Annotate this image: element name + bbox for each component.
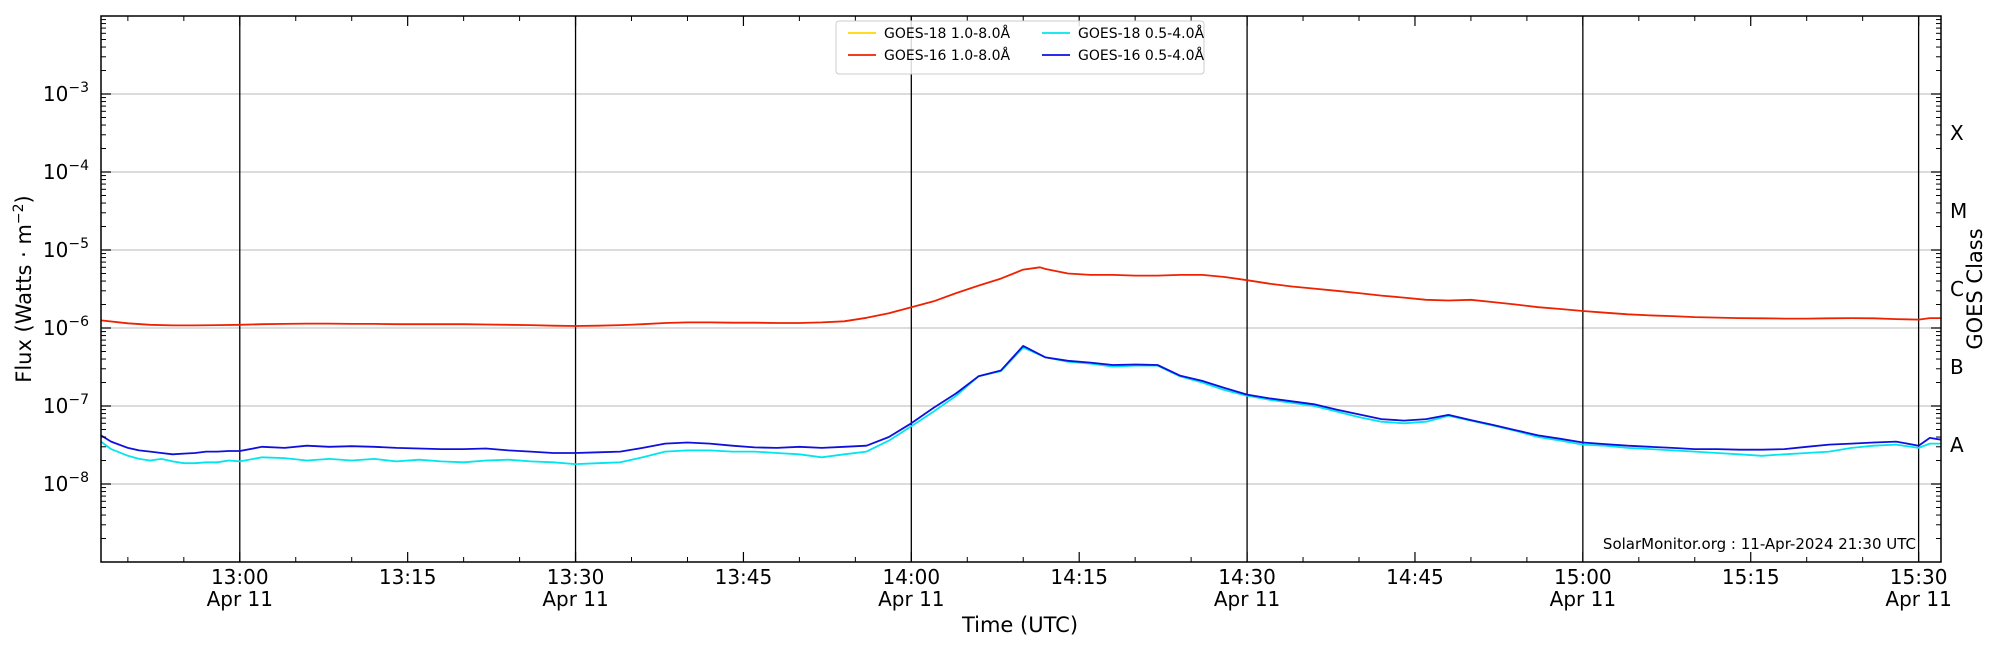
goes-class-label: X	[1950, 121, 1964, 145]
legend-label: GOES-16 1.0-8.0Å	[884, 47, 1010, 64]
y-tick-label: 10−3	[43, 80, 89, 106]
legend: GOES-18 1.0-8.0Å GOES-16 1.0-8.0Å GOES-18 …	[835, 20, 1205, 75]
legend-label: GOES-18 1.0-8.0Å	[884, 25, 1010, 42]
x-tick-time-label: 14:30	[1218, 565, 1276, 589]
x-tick-date-label: Apr 11	[1550, 587, 1616, 611]
goes-class-axis-title: GOES Class	[1963, 228, 1987, 349]
legend-label: GOES-16 0.5-4.0Å	[1078, 47, 1204, 64]
x-tick-date-label: Apr 11	[1214, 587, 1280, 611]
y-tick-label: 10−4	[43, 158, 89, 184]
y-axis-title: Flux (Watts · m−2)	[11, 195, 36, 383]
y-axis-ticks: 10−810−710−610−510−410−3	[43, 19, 1941, 540]
x-tick-time-label: 14:00	[882, 565, 940, 589]
x-tick-date-label: Apr 11	[878, 587, 944, 611]
x-tick-date-label: Apr 11	[542, 587, 608, 611]
goes-class-label: C	[1950, 277, 1964, 301]
source-annotation: SolarMonitor.org : 11-Apr-2024 21:30 UTC	[1603, 535, 1916, 553]
series-line	[100, 266, 1941, 327]
y-axis-title-close: )	[12, 195, 36, 203]
y-tick-label: 10−5	[43, 236, 89, 262]
y-axis-title-exponent: −2	[11, 203, 27, 224]
y-tick-label: 10−8	[43, 470, 89, 496]
x-tick-time-label: 15:30	[1890, 565, 1948, 589]
y-tick-base: 10	[43, 472, 68, 496]
series-layer	[100, 266, 1942, 466]
goes-class-label: M	[1950, 199, 1967, 223]
y-tick-exponent: −3	[68, 80, 89, 96]
grid-layer	[101, 93, 1941, 485]
time-marker-lines	[239, 16, 1920, 562]
x-tick-time-label: 13:45	[715, 565, 773, 589]
legend-label: GOES-18 0.5-4.0Å	[1078, 25, 1204, 42]
y-tick-base: 10	[43, 316, 68, 340]
goes-class-label: B	[1950, 355, 1964, 379]
x-tick-date-label: Apr 11	[1885, 587, 1951, 611]
y-axis-title-main: Flux (Watts · m	[12, 224, 36, 383]
y-tick-base: 10	[43, 160, 68, 184]
y-tick-exponent: −6	[68, 314, 89, 330]
y-tick-base: 10	[43, 394, 68, 418]
series-line	[100, 346, 1941, 466]
y-tick-base: 10	[43, 238, 68, 262]
x-axis-title: Time (UTC)	[961, 613, 1078, 637]
goes-class-labels: A B C M X	[1950, 121, 1967, 457]
legend-box	[835, 20, 1205, 75]
x-tick-date-label: Apr 11	[207, 587, 273, 611]
x-tick-time-label: 15:00	[1554, 565, 1612, 589]
goes-class-label: A	[1950, 433, 1964, 457]
y-tick-base: 10	[43, 82, 68, 106]
series-line	[100, 344, 1942, 456]
y-tick-label: 10−7	[43, 392, 89, 418]
x-tick-time-label: 13:15	[379, 565, 437, 589]
y-tick-exponent: −8	[68, 470, 89, 486]
y-tick-exponent: −7	[68, 392, 89, 408]
x-tick-time-label: 14:45	[1386, 565, 1444, 589]
y-tick-exponent: −5	[68, 236, 89, 252]
y-tick-exponent: −4	[68, 158, 89, 174]
y-tick-label: 10−6	[43, 314, 89, 340]
plot-frame	[100, 15, 1942, 563]
x-tick-time-label: 13:30	[547, 565, 605, 589]
x-tick-time-label: 13:00	[211, 565, 269, 589]
x-tick-time-label: 14:15	[1050, 565, 1108, 589]
x-tick-time-label: 15:15	[1722, 565, 1780, 589]
